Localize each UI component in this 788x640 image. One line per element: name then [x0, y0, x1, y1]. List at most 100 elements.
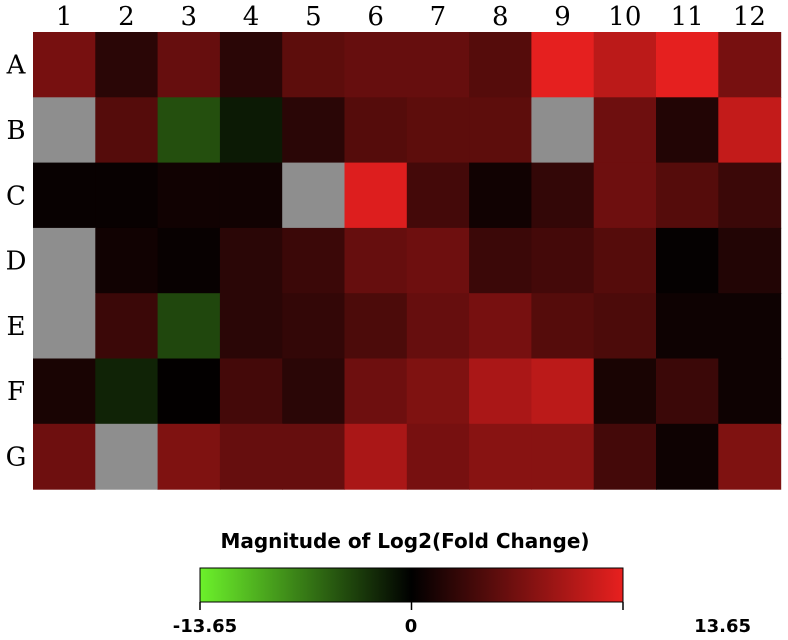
heatmap-cell-G12 [718, 423, 782, 490]
column-label-1: 1 [56, 2, 73, 32]
column-label-2: 2 [118, 2, 135, 32]
heatmap-cell-F2 [95, 358, 159, 425]
heatmap-cell-A8 [469, 32, 532, 98]
heatmap-cell-D4 [219, 227, 283, 294]
heatmap-cell-F5 [282, 358, 346, 425]
heatmap-cell-A3 [157, 32, 221, 98]
heatmap-cell-C11 [656, 162, 719, 229]
heatmap-cell-B1 [33, 97, 96, 164]
row-labels: A B C D E F G [6, 51, 27, 473]
column-label-8: 8 [492, 2, 509, 32]
heatmap-cell-F10 [593, 358, 657, 425]
heatmap-cell-G4 [219, 423, 283, 490]
heatmap-cell-C8 [469, 162, 532, 229]
heatmap-cell-G3 [157, 423, 221, 490]
heatmap-cell-F8 [469, 358, 532, 425]
legend-color-bar [199, 567, 624, 603]
heatmap-cell-E2 [95, 293, 159, 360]
heatmap-cell-D8 [469, 227, 532, 294]
heatmap-cell-E4 [219, 293, 283, 360]
row-label-F: F [7, 377, 25, 407]
heatmap-cell-B9 [531, 97, 595, 164]
heatmap-cell-B11 [656, 97, 719, 164]
heatmap-cell-G11 [656, 423, 719, 490]
heatmap-cell-A4 [219, 32, 283, 98]
heatmap-cell-F4 [219, 358, 283, 425]
heatmap-cell-C1 [33, 162, 96, 229]
row-label-C: C [6, 181, 26, 211]
column-labels: 1 2 3 4 5 6 7 8 9 10 11 12 [56, 2, 766, 32]
legend-title: Magnitude of Log2(Fold Change) [220, 529, 589, 553]
heatmap-cell-D9 [531, 227, 595, 294]
heatmap-cell-F1 [33, 358, 96, 425]
heatmap-cell-E1 [33, 293, 96, 360]
heatmap-cell-E6 [344, 293, 408, 360]
heatmap-cell-C3 [157, 162, 221, 229]
column-label-9: 9 [554, 2, 571, 32]
heatmap-cell-F11 [656, 358, 719, 425]
heatmap-cell-C5 [282, 162, 346, 229]
heatmap-cells [33, 32, 782, 490]
heatmap-cell-D5 [282, 227, 346, 294]
column-label-11: 11 [671, 2, 704, 32]
column-label-10: 10 [608, 2, 641, 32]
row-label-B: B [6, 116, 25, 146]
heatmap-cell-E3 [157, 293, 221, 360]
heatmap-cell-C12 [718, 162, 782, 229]
heatmap-cell-B12 [718, 97, 782, 164]
heatmap-cell-B10 [593, 97, 657, 164]
heatmap-cell-G8 [469, 423, 532, 490]
column-label-5: 5 [305, 2, 322, 32]
heatmap-cell-F3 [157, 358, 221, 425]
heatmap-cell-E12 [718, 293, 782, 360]
heatmap-cell-F9 [531, 358, 595, 425]
heatmap-cell-D11 [656, 227, 719, 294]
heatmap-cell-E8 [469, 293, 532, 360]
heatmap-cell-G10 [593, 423, 657, 490]
heatmap-cell-A11 [656, 32, 719, 98]
heatmap-cell-E11 [656, 293, 719, 360]
heatmap-cell-C6 [344, 162, 408, 229]
heatmap-cell-C7 [406, 162, 470, 229]
heatmap-cell-D1 [33, 227, 96, 294]
heatmap-cell-B7 [406, 97, 470, 164]
heatmap-cell-G5 [282, 423, 346, 490]
column-label-3: 3 [180, 2, 197, 32]
heatmap-cell-D7 [406, 227, 470, 294]
heatmap-cell-A6 [344, 32, 408, 98]
column-label-4: 4 [243, 2, 260, 32]
heatmap-cell-A9 [531, 32, 595, 98]
heatmap-cell-E10 [593, 293, 657, 360]
row-label-A: A [6, 51, 27, 81]
heatmap-cell-G7 [406, 423, 470, 490]
heatmap-cell-D6 [344, 227, 408, 294]
column-label-6: 6 [367, 2, 384, 32]
row-label-E: E [7, 312, 26, 342]
heatmap-cell-E7 [406, 293, 470, 360]
legend-tick-mid: 0 [405, 616, 418, 637]
heatmap-cell-G1 [33, 423, 96, 490]
heatmap-cell-A10 [593, 32, 657, 98]
heatmap-cell-D3 [157, 227, 221, 294]
row-label-D: D [6, 247, 27, 277]
heatmap-cell-G2 [95, 423, 159, 490]
legend-tick-min: -13.65 [173, 616, 237, 637]
heatmap-cell-B3 [157, 97, 221, 164]
heatmap-cell-B4 [219, 97, 283, 164]
heatmap-cell-A5 [282, 32, 346, 98]
heatmap-cell-C4 [219, 162, 283, 229]
heatmap-cell-C2 [95, 162, 159, 229]
heatmap-cell-F7 [406, 358, 470, 425]
heatmap-cell-F12 [718, 358, 782, 425]
heatmap-cell-A2 [95, 32, 159, 98]
heatmap-cell-E9 [531, 293, 595, 360]
heatmap-cell-G9 [531, 423, 595, 490]
heatmap-cell-A7 [406, 32, 470, 98]
heatmap-cell-B5 [282, 97, 346, 164]
heatmap-cell-C10 [593, 162, 657, 229]
heatmap-cell-B8 [469, 97, 532, 164]
heatmap-cell-B6 [344, 97, 408, 164]
heatmap-cell-A1 [33, 32, 96, 98]
column-label-12: 12 [733, 2, 766, 32]
